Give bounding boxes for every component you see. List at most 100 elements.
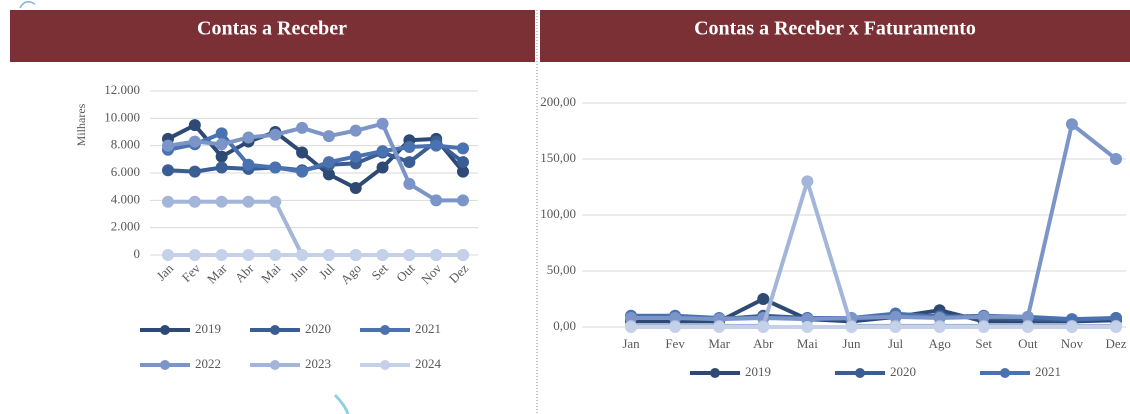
- x-tick-label: Jul: [888, 336, 904, 351]
- data-point: [162, 249, 174, 261]
- x-tick-label: Jan: [622, 336, 640, 351]
- data-point: [625, 321, 637, 333]
- data-point: [977, 310, 990, 323]
- data-point: [1110, 153, 1122, 165]
- data-point: [242, 249, 255, 261]
- data-point: [713, 321, 726, 333]
- legend-marker: [710, 368, 720, 378]
- y-tick-label: 50,00: [547, 262, 576, 277]
- legend-label: 2019: [195, 321, 221, 336]
- data-point: [322, 249, 335, 261]
- data-point: [215, 249, 228, 261]
- y-axis-label: Milhares: [74, 103, 88, 146]
- x-tick-label: Jan: [153, 260, 176, 283]
- data-point: [376, 117, 389, 130]
- data-point: [403, 177, 416, 190]
- legend-marker: [160, 360, 170, 370]
- x-tick-label: Mai: [258, 260, 284, 286]
- data-point: [162, 164, 174, 177]
- data-point: [349, 124, 362, 137]
- x-tick-label: Jun: [842, 336, 861, 351]
- decoration: [19, 1, 36, 9]
- header-bar: [10, 10, 535, 62]
- y-tick-label: 0: [134, 246, 141, 261]
- data-point: [403, 141, 416, 154]
- data-point: [188, 249, 201, 261]
- legend-marker: [380, 325, 390, 335]
- legend-label: 2024: [415, 356, 442, 371]
- legend-marker: [380, 360, 390, 370]
- legend-label: 2020: [305, 321, 331, 336]
- chart-title: Contas a Receber x Faturamento: [694, 18, 976, 40]
- data-point: [376, 161, 389, 174]
- data-point: [269, 128, 282, 141]
- y-tick-label: 150,00: [540, 150, 576, 165]
- data-point: [215, 138, 228, 151]
- data-point: [349, 182, 362, 195]
- data-point: [215, 150, 228, 163]
- data-point: [188, 165, 201, 178]
- x-tick-label: Fev: [179, 260, 204, 285]
- data-point: [322, 156, 335, 169]
- data-point: [162, 139, 174, 152]
- legend-label: 2021: [415, 321, 441, 336]
- data-point: [1065, 321, 1078, 333]
- x-tick-label: Dez: [446, 260, 472, 286]
- data-point: [296, 146, 309, 159]
- data-point: [269, 195, 282, 208]
- data-point: [1110, 321, 1122, 333]
- data-point: [430, 194, 443, 207]
- data-point: [889, 321, 902, 333]
- data-point: [162, 195, 174, 208]
- legend-marker: [270, 325, 280, 335]
- legend-label: 2022: [195, 356, 221, 371]
- data-point: [457, 194, 469, 207]
- data-point: [933, 321, 946, 333]
- data-point: [889, 310, 902, 323]
- x-tick-label: Ago: [338, 261, 364, 287]
- x-tick-label: Jul: [316, 260, 338, 282]
- data-point: [457, 142, 469, 155]
- x-tick-label: Mai: [797, 336, 818, 351]
- data-point: [457, 165, 469, 178]
- data-point: [349, 249, 362, 261]
- data-point: [403, 156, 416, 169]
- data-point: [215, 195, 228, 208]
- data-point: [296, 249, 309, 261]
- y-tick-label: 10.000: [104, 109, 140, 124]
- data-point: [1065, 118, 1078, 131]
- legend-label: 2023: [305, 356, 331, 371]
- data-point: [296, 121, 309, 134]
- data-point: [242, 195, 255, 208]
- legend-label: 2021: [1035, 364, 1061, 379]
- x-tick-label: Dez: [1106, 336, 1127, 351]
- legend-marker: [1000, 368, 1010, 378]
- header-bar: [540, 10, 1130, 62]
- x-tick-label: Fev: [665, 336, 685, 351]
- data-point: [376, 249, 389, 261]
- data-point: [457, 156, 469, 169]
- y-tick-label: 100,00: [540, 206, 576, 221]
- data-point: [430, 139, 443, 152]
- data-point: [188, 195, 201, 208]
- x-tick-label: Abr: [232, 260, 257, 285]
- x-tick-label: Nov: [418, 260, 445, 287]
- x-tick-label: Set: [975, 336, 992, 351]
- data-point: [242, 158, 255, 171]
- data-point: [1021, 310, 1034, 323]
- x-tick-label: Mar: [204, 260, 230, 286]
- data-point: [376, 145, 389, 158]
- data-point: [757, 321, 770, 333]
- data-point: [845, 321, 858, 333]
- chart-title: Contas a Receber: [197, 18, 347, 40]
- data-point: [215, 161, 228, 174]
- legend-marker: [270, 360, 280, 370]
- x-tick-label: Jun: [287, 260, 311, 284]
- x-tick-label: Nov: [1061, 336, 1084, 351]
- y-tick-label: 4.000: [111, 191, 140, 206]
- data-point: [269, 161, 282, 174]
- data-point: [1021, 321, 1034, 333]
- data-point: [242, 131, 255, 144]
- data-point: [349, 150, 362, 163]
